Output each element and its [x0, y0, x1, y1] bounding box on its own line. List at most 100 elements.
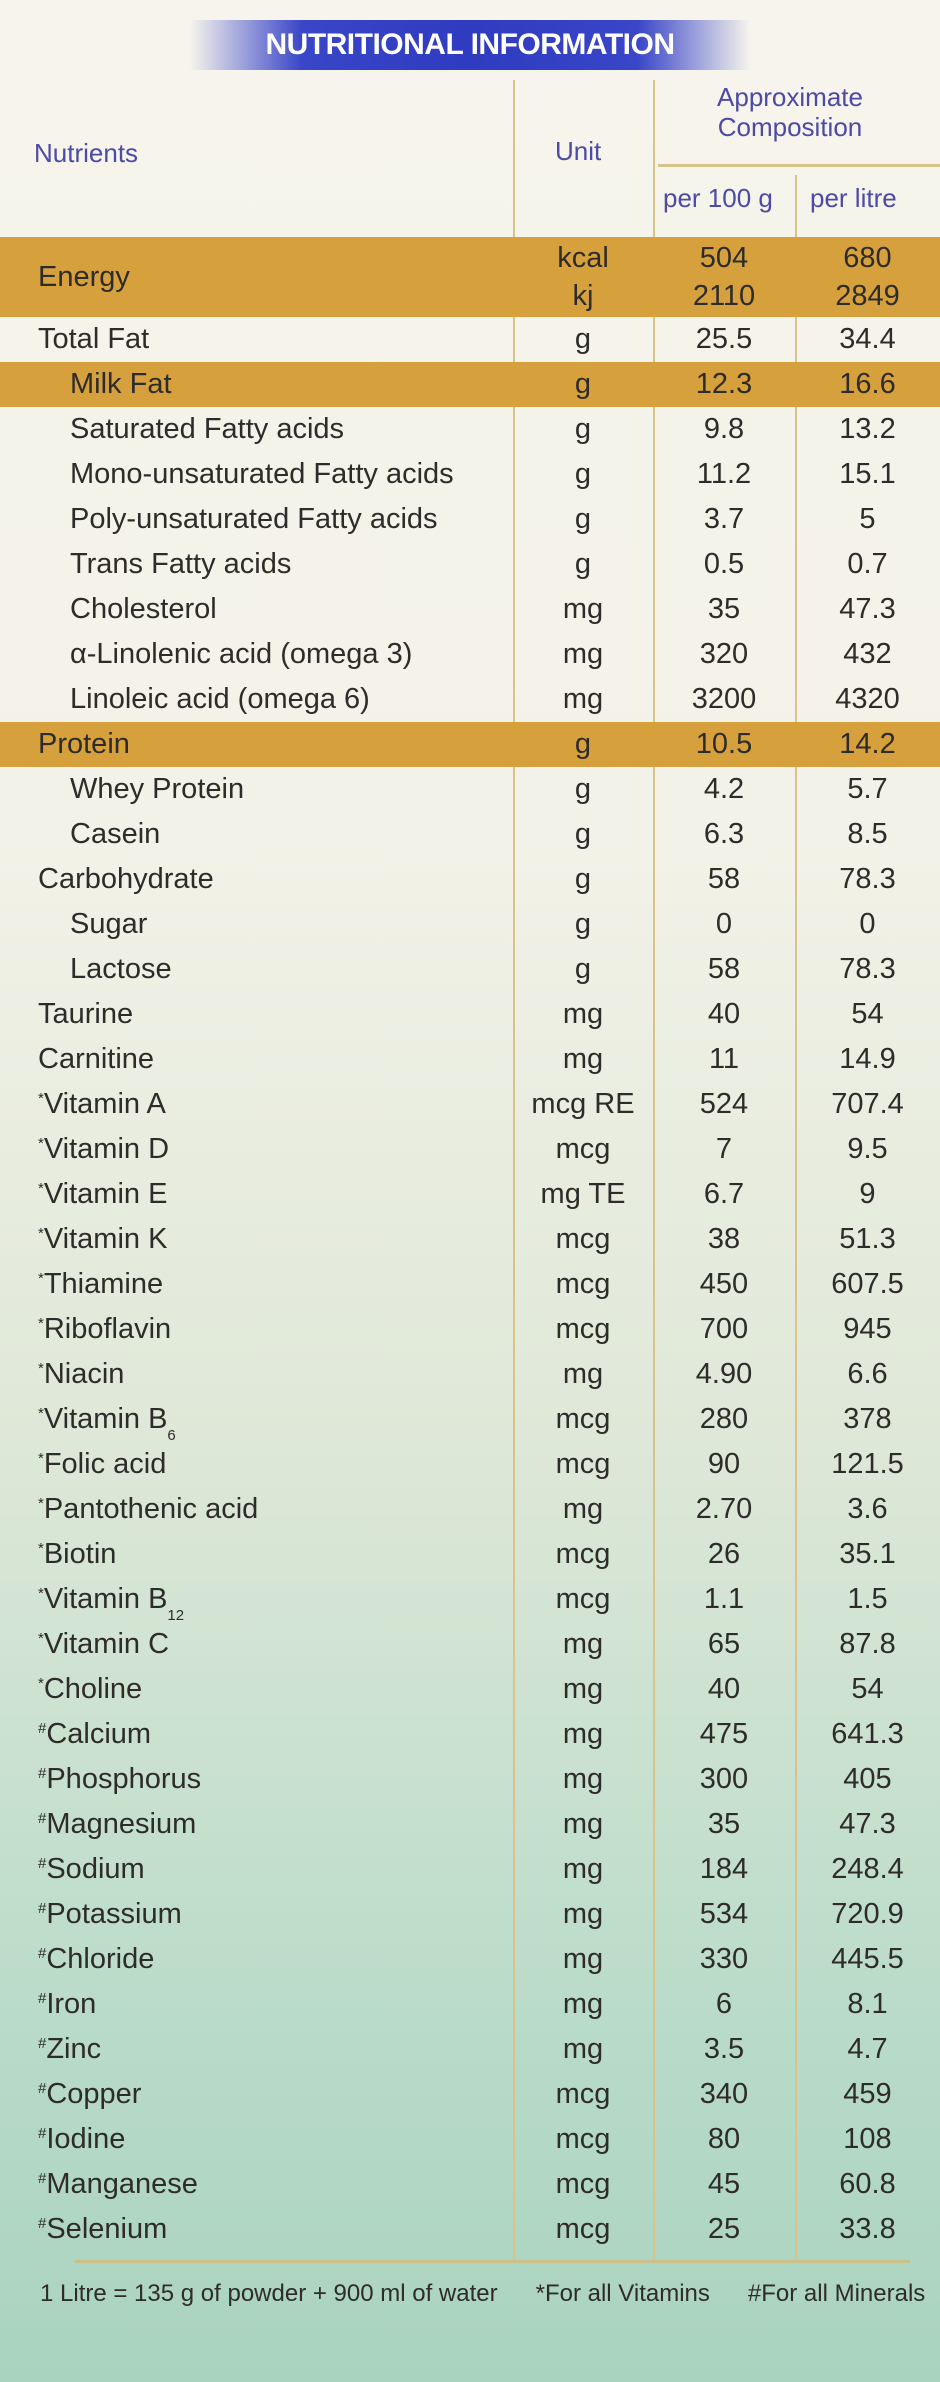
per-100g-value: 25: [707, 2213, 741, 2245]
footnote-mark: #: [38, 2170, 47, 2187]
nutrient-label: Sugar: [70, 908, 148, 940]
per-litre-value: 33.8: [839, 2213, 896, 2245]
per-litre-value: 378: [843, 1403, 892, 1435]
nutrient-name: Taurine: [0, 998, 513, 1031]
unit: g: [574, 458, 592, 490]
nutrient-name: *Riboflavin: [0, 1313, 513, 1346]
per-litre-value: 5.7: [847, 773, 888, 805]
nutrient-name: α-Linolenic acid (omega 3): [0, 638, 513, 671]
per-litre-value: 14.9: [839, 1043, 896, 1075]
nutrient-label: α-Linolenic acid (omega 3): [70, 638, 413, 670]
nutrient-label: Choline: [43, 1673, 143, 1705]
table-row: Whey Protein g 4.2 5.7: [0, 767, 940, 812]
footnote-mark: *: [38, 1495, 44, 1512]
per-litre-value: 707.4: [831, 1088, 904, 1120]
per-100g-value: 6: [715, 1988, 733, 2020]
unit: mg: [562, 638, 604, 670]
per-litre-value: 54: [851, 1673, 884, 1705]
nutrient-label: Manganese: [46, 2168, 198, 2200]
table-row: *Vitamin E mg TE 6.7 9: [0, 1172, 940, 1217]
footnote-mark: *: [38, 1225, 44, 1242]
nutrient-name: #Calcium: [0, 1718, 513, 1751]
unit: mg: [562, 998, 604, 1030]
per-litre-value: 108: [843, 2123, 892, 2155]
per-litre-value: 9.5: [847, 1133, 888, 1165]
table-row: Carbohydrate g 58 78.3: [0, 857, 940, 902]
nutrient-label: Zinc: [46, 2033, 102, 2065]
per-100g-value: 26: [707, 1538, 741, 1570]
per-litre-cell: 680 2849: [795, 239, 940, 315]
header-unit: Unit: [555, 136, 602, 166]
footnote-mark: *: [38, 1180, 44, 1197]
unit: mg: [562, 1493, 604, 1525]
nutrient-name: #Selenium: [0, 2213, 513, 2246]
per-100g-value: 2.70: [695, 1493, 753, 1525]
nutrient-name: Whey Protein: [0, 773, 513, 806]
nutrient-label: Vitamin K: [43, 1223, 168, 1255]
nutrient-label: Potassium: [46, 1898, 182, 1930]
nutrient-label: Lactose: [70, 953, 172, 985]
nutrient-name: Protein: [0, 728, 513, 761]
footer-divider: [75, 2260, 910, 2263]
nutrient-name: *Niacin: [0, 1358, 513, 1391]
per-litre-value: 0: [859, 908, 876, 940]
footer: 1 Litre = 135 g of powder + 900 ml of wa…: [40, 2280, 925, 2308]
nutrient-label: Vitamin B: [43, 1403, 168, 1435]
unit: g: [574, 548, 592, 580]
per-100g-value: 534: [699, 1898, 749, 1930]
nutrient-name: Saturated Fatty acids: [0, 413, 513, 446]
unit: mcg: [555, 1538, 611, 1570]
per-litre-value: 14.2: [839, 728, 896, 760]
nutrient-label: Vitamin D: [43, 1133, 170, 1165]
nutrient-label: Niacin: [43, 1358, 125, 1390]
nutrient-name: #Magnesium: [0, 1808, 513, 1841]
header-nutrients: Nutrients: [34, 138, 139, 168]
nutrient-label: Poly-unsaturated Fatty acids: [70, 503, 438, 535]
unit: mcg RE: [531, 1088, 635, 1120]
nutrient-label: Vitamin E: [43, 1178, 168, 1210]
per-litre-value: 459: [843, 2078, 892, 2110]
table-row: #Manganese mcg 45 60.8: [0, 2162, 940, 2207]
unit: mg: [562, 1628, 604, 1660]
table-row: Cholesterol mg 35 47.3: [0, 587, 940, 632]
subscript: 12: [167, 1607, 185, 1624]
unit: mcg: [555, 2123, 611, 2155]
footnote-mark: *: [38, 1360, 44, 1377]
table-row: α-Linolenic acid (omega 3) mg 320 432: [0, 632, 940, 677]
nutrient-name: #Chloride: [0, 1943, 513, 1976]
table-row: Linoleic acid (omega 6) mg 3200 4320: [0, 677, 940, 722]
nutrient-name: *Vitamin B12: [0, 1583, 513, 1624]
nutrient-label: Milk Fat: [70, 368, 172, 400]
nutrient-label: Calcium: [46, 1718, 152, 1750]
footnote-mark: #: [38, 1990, 47, 2007]
per-litre-value: 78.3: [839, 953, 896, 985]
per-litre-value: 641.3: [831, 1718, 904, 1750]
nutrient-name: #Zinc: [0, 2033, 513, 2066]
per-100g-value: 45: [707, 2168, 741, 2200]
table-row: #Magnesium mg 35 47.3: [0, 1802, 940, 1847]
table-row: #Potassium mg 534 720.9: [0, 1892, 940, 1937]
nutrient-name: Mono-unsaturated Fatty acids: [0, 458, 513, 491]
nutrient-name: Carbohydrate: [0, 863, 513, 896]
table-row: Protein g 10.5 14.2: [0, 722, 940, 767]
unit: mg: [562, 683, 604, 715]
per-100g-value: 524: [699, 1088, 749, 1120]
nutrient-label: Linoleic acid (omega 6): [70, 683, 370, 715]
nutrient-name: *Vitamin E: [0, 1178, 513, 1211]
footnote-mark: #: [38, 2035, 47, 2052]
per-100g-value: 700: [699, 1313, 749, 1345]
per-litre-value: 8.5: [847, 818, 888, 850]
table-row: #Sodium mg 184 248.4: [0, 1847, 940, 1892]
per-100g-value: 6.7: [703, 1178, 745, 1210]
per-100g-value: 300: [699, 1763, 749, 1795]
per-100g-value: 40: [707, 1673, 741, 1705]
unit-cell: kcal kj: [513, 239, 653, 315]
nutrient-name: *Vitamin C: [0, 1628, 513, 1661]
column-divider: [653, 80, 655, 2260]
nutrient-name: Carnitine: [0, 1043, 513, 1076]
subscript: 6: [167, 1427, 176, 1444]
unit: mcg: [555, 2213, 611, 2245]
nutrient-label: Vitamin C: [43, 1628, 170, 1660]
unit: mg: [562, 1673, 604, 1705]
table-row: #Chloride mg 330 445.5: [0, 1937, 940, 1982]
